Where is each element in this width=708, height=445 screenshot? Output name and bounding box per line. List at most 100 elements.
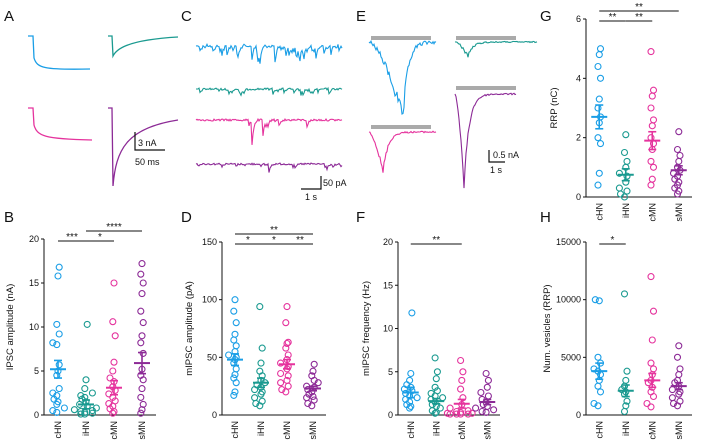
x-tick-label-b-0: cHN	[53, 421, 63, 439]
point-b-cHN-13	[49, 339, 57, 347]
point-h-cMN-1	[643, 399, 651, 408]
point-d-cMN-1	[278, 386, 286, 394]
point-g-sMN-12	[673, 145, 682, 154]
point-f-cHN-14	[408, 309, 416, 317]
y-tick-label-g-1: 2	[576, 133, 581, 143]
point-f-cHN-13	[407, 369, 415, 378]
panel-a-traces	[28, 35, 179, 187]
point-h-cHN-10	[595, 297, 603, 305]
sig-label-f-0: **	[432, 235, 440, 246]
y-tick-label-f-3: 15	[383, 280, 393, 290]
x-tick-label-g-3: sMN	[674, 203, 684, 222]
point-d-cMN-5	[284, 372, 292, 380]
point-g-sMN-11	[676, 151, 684, 160]
point-d-cMN-14	[284, 338, 292, 346]
y-tick-label-f-4: 20	[383, 237, 393, 247]
x-tick-label-g-0: cHN	[594, 203, 604, 221]
sig-label-d-2: **	[296, 235, 304, 246]
x-tick-label-h-0: cHN	[594, 421, 604, 439]
point-d-cMN-11	[284, 351, 292, 359]
y-axis-label-f: mIPSC frequency (Hz)	[361, 281, 372, 376]
scalebar-c-y: 50 pA	[323, 178, 347, 188]
panel-label-d: D	[181, 209, 192, 226]
panel-h-chart: 0 5000 10000 15000 Num. vesicles (RRP) cHN iHN…	[542, 235, 692, 440]
point-d-iHN-12	[256, 367, 264, 375]
sig-label-h-0: *	[611, 235, 615, 246]
point-g-cHN-2	[596, 140, 605, 148]
y-tick-label-b-1: 5	[34, 366, 39, 376]
point-d-cMN-9	[277, 359, 285, 367]
point-b-cMN-16	[110, 279, 118, 287]
sig-label-b-2: ****	[106, 222, 122, 233]
point-b-cHN-14	[55, 330, 63, 338]
point-f-iHN-13	[432, 375, 440, 383]
point-b-sMN-4	[138, 385, 146, 393]
point-f-cMN-7	[453, 407, 461, 416]
point-f-sMN-3	[472, 404, 480, 412]
point-d-cMN-3	[277, 379, 285, 387]
panel-d-chart: 0 50 100 150 mIPSC amplitude (pA) cHN iHN cMN sM…	[184, 225, 326, 440]
point-g-cHN-9	[594, 62, 602, 71]
trace-a-chn	[28, 35, 91, 70]
point-b-sMN-10	[138, 332, 146, 340]
point-h-sMN-10	[675, 371, 683, 379]
point-b-cMN-4	[105, 400, 113, 408]
trace-a-cmn	[28, 107, 93, 141]
y-tick-label-d-0: 0	[212, 410, 217, 420]
point-b-iHN-7	[92, 404, 100, 412]
trace-e-smn	[454, 92, 517, 189]
point-f-iHN-8	[439, 394, 447, 402]
point-d-cMN-15	[282, 319, 290, 327]
y-axis-label-b: IPSC amplitude (nA)	[5, 284, 16, 371]
point-g-cMN-7	[648, 122, 656, 130]
point-d-cHN-1	[231, 388, 239, 396]
point-b-sMN-2	[139, 400, 147, 408]
point-d-cHN-11	[232, 342, 240, 350]
point-d-sMN-2	[310, 396, 318, 404]
y-tick-label-h-2: 10000	[556, 295, 581, 305]
point-d-sMN-12	[308, 372, 316, 380]
point-h-sMN-2	[676, 397, 684, 405]
point-d-cHN-12	[230, 336, 238, 344]
point-g-cHN-11	[596, 45, 605, 53]
point-h-sMN-11	[676, 365, 684, 373]
y-tick-label-f-1: 5	[388, 367, 393, 377]
point-d-cHN-5	[232, 365, 240, 373]
trace-c-smn	[195, 162, 343, 173]
point-b-sMN-9	[137, 339, 145, 347]
trace-c-chn	[195, 42, 343, 64]
point-d-sMN-4	[309, 392, 317, 401]
point-b-cHN-15	[53, 320, 61, 328]
point-g-cHN-3	[594, 134, 602, 142]
x-tick-label-f-2: cMN	[457, 421, 467, 440]
point-f-iHN-15	[431, 354, 439, 362]
point-g-iHN-9	[620, 148, 629, 157]
sig-label-b-0: ***	[66, 232, 78, 243]
y-tick-label-h-0: 0	[576, 410, 581, 420]
scalebar-a-x: 50 ms	[135, 157, 160, 167]
point-f-cMN-8	[464, 407, 472, 415]
point-b-iHN-6	[70, 406, 78, 414]
point-h-cMN-3	[647, 388, 655, 396]
point-h-cMN-0	[647, 403, 655, 411]
y-tick-label-g-2: 4	[576, 73, 581, 83]
panel-c-traces	[195, 42, 343, 173]
point-d-cHN-4	[231, 371, 239, 379]
scalebar-c-lines	[301, 176, 322, 190]
point-h-cMN-9	[647, 359, 655, 367]
point-g-cHN-1	[595, 169, 603, 177]
point-g-cMN-12	[647, 48, 655, 56]
point-d-sMN-10	[314, 379, 322, 387]
point-b-iHN-4	[77, 407, 85, 416]
panel-b-chart: 0 5 10 15 20 IPSC amplitude (nA) cHN iHN cMN sMN *…	[5, 222, 156, 440]
point-h-iHN-2	[623, 397, 631, 405]
sig-label-d-0: *	[246, 235, 250, 246]
point-f-iHN-10	[427, 389, 435, 397]
point-d-cMN-12	[282, 344, 290, 352]
x-tick-label-f-0: cHN	[406, 421, 416, 439]
point-b-cHN-16	[54, 272, 62, 280]
point-f-cHN-1	[407, 402, 415, 410]
point-d-iHN-14	[258, 344, 266, 352]
scalebar-e-lines	[488, 150, 505, 163]
y-tick-label-b-2: 10	[29, 322, 39, 332]
